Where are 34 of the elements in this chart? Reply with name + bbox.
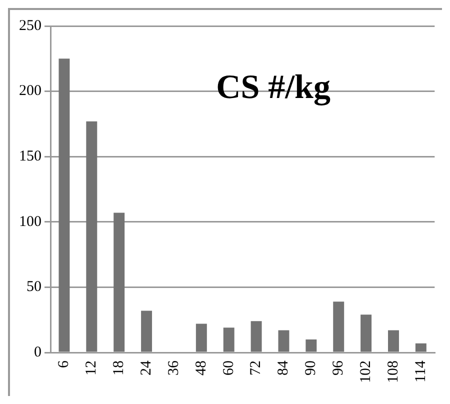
bar (388, 330, 399, 352)
bar (250, 321, 262, 352)
x-tick-label: 102 (358, 360, 374, 383)
y-tick-label: 100 (19, 214, 42, 230)
bar (223, 328, 234, 352)
x-tick-label: 24 (138, 360, 154, 376)
y-tick-label: 0 (34, 344, 42, 360)
x-tick-label: 60 (220, 360, 237, 376)
bar (141, 310, 152, 352)
y-tick-label: 150 (19, 148, 42, 165)
bar (58, 58, 70, 352)
bar (415, 343, 426, 352)
x-tick-label: 12 (84, 360, 100, 376)
x-tick-label: 90 (303, 360, 320, 376)
x-tick-label: 6 (56, 360, 72, 368)
x-tick-label: 96 (330, 360, 347, 376)
x-tick-label: 48 (193, 360, 210, 376)
bar (333, 302, 344, 352)
bar (114, 212, 125, 352)
x-tick-label: 108 (385, 360, 402, 383)
bar (196, 324, 207, 352)
text: CS #/kg (216, 68, 330, 106)
y-tick-label: 50 (26, 279, 42, 296)
x-tick-label: 18 (111, 360, 128, 376)
y-tick-label: 250 (19, 18, 42, 34)
bar (360, 314, 372, 352)
x-tick-label: 114 (412, 360, 429, 382)
x-tick-label: 36 (166, 360, 182, 376)
bar (306, 339, 317, 352)
x-tick-label: 72 (248, 360, 264, 376)
bar (86, 121, 98, 352)
bar (278, 330, 290, 352)
y-tick-label: 200 (19, 83, 42, 100)
x-tick-label: 84 (276, 360, 292, 376)
